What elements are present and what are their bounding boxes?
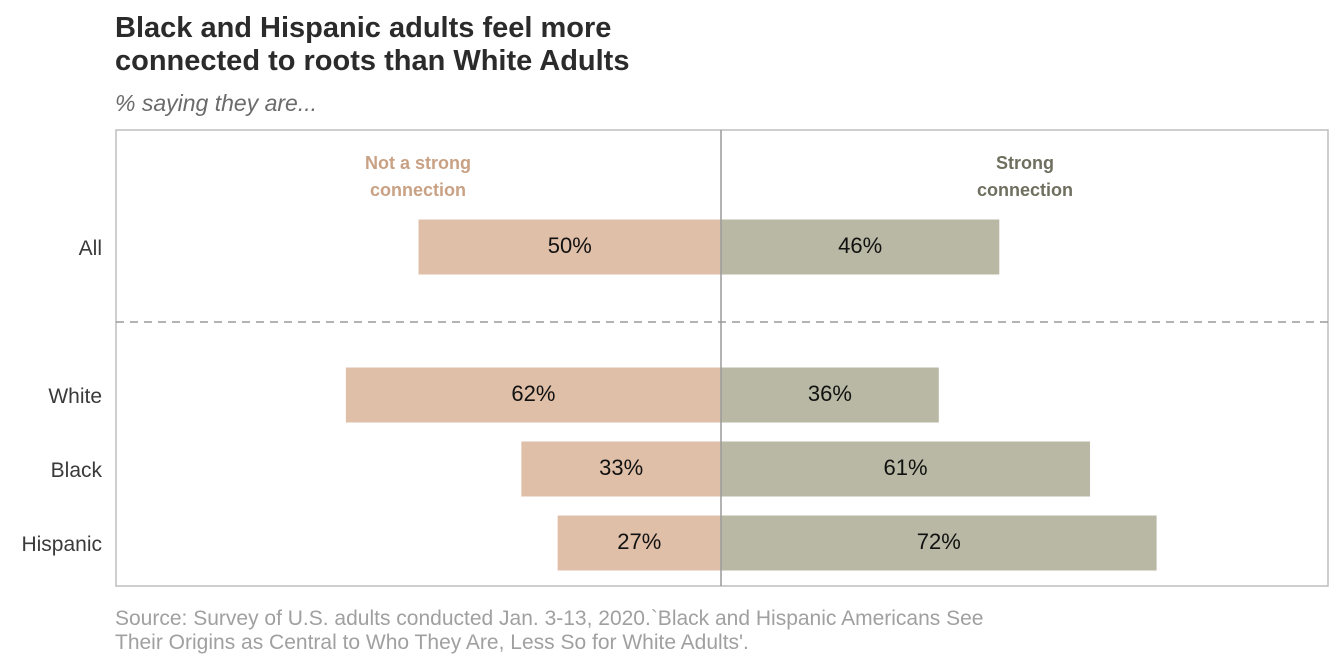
bar-not-strong-hispanic	[557, 515, 721, 571]
bar-not-strong-white	[345, 367, 721, 423]
bar-strong-all	[721, 219, 1000, 275]
data-label-strong-white: 36%	[808, 381, 852, 406]
data-label-not-strong-hispanic: 27%	[617, 529, 661, 554]
series-header-not-strong-line-2: connection	[370, 180, 466, 200]
chart-title-line-1: Black and Hispanic adults feel more	[115, 12, 612, 44]
chart-subtitle: % saying they are...	[115, 90, 317, 116]
category-label-hispanic: Hispanic	[21, 533, 102, 556]
series-header-not-strong-line-1: Not a strong	[365, 153, 471, 173]
category-label-all: All	[79, 237, 102, 260]
diverging-bar-chart: Not a strong connection Strong connection Al…	[21, 129, 1329, 587]
data-label-not-strong-black: 33%	[599, 455, 643, 480]
data-label-not-strong-all: 50%	[548, 233, 592, 258]
bar-strong-hispanic	[721, 515, 1157, 571]
bar-not-strong-black	[521, 441, 721, 497]
source-line-2: Their Origins as Central to Who They Are…	[115, 631, 749, 654]
series-header-strong-line-2: connection	[977, 180, 1073, 200]
category-label-black: Black	[51, 459, 103, 482]
chart-title: Black and Hispanic adults feel more conn…	[115, 12, 1015, 78]
source-note: Source: Survey of U.S. adults conducted …	[115, 607, 1115, 655]
data-label-strong-hispanic: 72%	[917, 529, 961, 554]
source-line-1: Source: Survey of U.S. adults conducted …	[115, 607, 984, 630]
category-label-white: White	[48, 385, 102, 408]
data-label-strong-black: 61%	[884, 455, 928, 480]
bar-strong-white	[721, 367, 939, 423]
bar-strong-black	[721, 441, 1091, 497]
series-header-strong-line-1: Strong	[996, 153, 1054, 173]
data-label-not-strong-white: 62%	[511, 381, 555, 406]
plot-frame	[115, 129, 1329, 587]
bar-not-strong-all	[418, 219, 721, 275]
data-label-strong-all: 46%	[838, 233, 882, 258]
chart-title-line-2: connected to roots than White Adults	[115, 45, 630, 77]
